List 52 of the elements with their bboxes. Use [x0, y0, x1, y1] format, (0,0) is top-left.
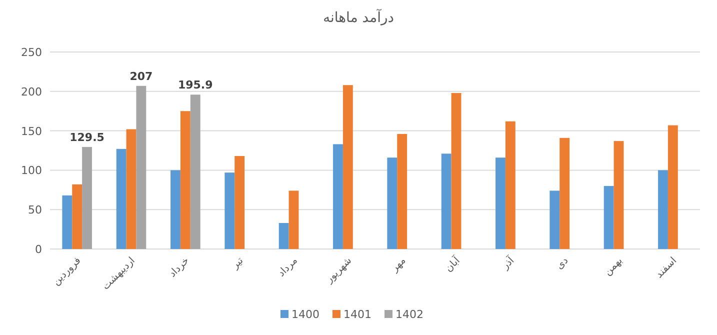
bar	[126, 129, 136, 249]
bar	[234, 156, 245, 249]
bar	[451, 92, 462, 249]
bar	[72, 184, 82, 249]
x-tick-label: اردیبهشت	[100, 255, 138, 292]
data-label: 129.5	[70, 130, 104, 144]
legend-label: 1402	[396, 308, 424, 321]
bar	[441, 154, 452, 249]
y-tick-label: 250	[21, 46, 42, 59]
x-tick-label: فروردین	[50, 255, 84, 288]
x-tick-label: آبان	[442, 253, 464, 274]
y-tick-label: 0	[35, 243, 42, 256]
bar	[333, 144, 343, 249]
bar	[190, 94, 200, 249]
legend-label: 1401	[344, 308, 372, 321]
x-tick-label: آذر	[498, 253, 518, 272]
y-tick-label: 200	[21, 85, 42, 98]
bar	[62, 195, 72, 249]
bar	[560, 138, 570, 249]
bar	[496, 158, 506, 249]
bar	[668, 125, 678, 249]
bar	[658, 170, 668, 249]
x-tick-label: خرداد	[167, 255, 192, 280]
bar	[288, 190, 299, 249]
y-tick-label: 150	[21, 124, 42, 138]
bar	[342, 85, 353, 249]
x-tick-label: دی	[554, 255, 571, 272]
bar	[614, 141, 624, 249]
bar	[136, 86, 146, 249]
x-tick-label: مرداد	[276, 255, 300, 280]
chart-title: درآمد ماهانه	[323, 8, 394, 26]
bar	[278, 222, 289, 249]
bar	[604, 186, 614, 249]
x-tick-label: بهمن	[602, 255, 625, 278]
bar	[387, 158, 398, 249]
bar	[116, 148, 126, 249]
x-tick-label: مهر	[388, 255, 408, 275]
y-tick-label: 50	[28, 204, 42, 217]
bar	[82, 146, 92, 249]
x-tick-label: اسفند	[654, 255, 680, 280]
bar	[550, 190, 560, 249]
x-tick-label: شهریور	[323, 255, 354, 286]
bar	[224, 172, 235, 249]
bar	[397, 134, 408, 249]
data-label: 195.9	[178, 78, 213, 92]
x-tick-label: تیر	[229, 255, 246, 272]
bar	[180, 111, 190, 249]
y-tick-label: 100	[21, 164, 42, 178]
bar	[505, 121, 516, 249]
legend-label: 1400	[292, 308, 320, 321]
bar	[170, 170, 180, 249]
data-label: 207	[130, 70, 153, 83]
